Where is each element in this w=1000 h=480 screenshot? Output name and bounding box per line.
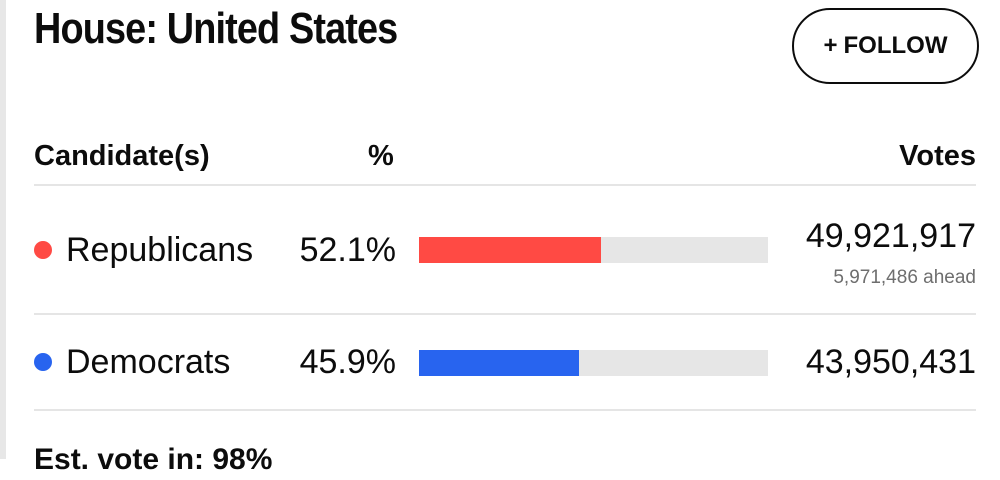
page-title: House: United States [34,4,398,53]
vote-share-bar [419,237,768,263]
vote-share-bar [419,350,768,376]
vote-percent: 45.9% [299,343,396,381]
left-edge-border [0,0,6,459]
row-divider [34,313,976,315]
header-divider [34,184,976,186]
column-header-votes: Votes [899,140,976,172]
party-color-dot [34,241,52,259]
party-name: Republicans [66,231,254,269]
vote-percent: 52.1% [299,231,396,269]
lead-margin: 5,971,486 ahead [833,267,976,288]
party-color-dot [34,353,52,371]
plus-icon: + [823,32,838,59]
party-name: Democrats [66,343,231,381]
column-header-percent: % [368,140,394,172]
vote-count: 49,921,917 [805,217,976,255]
vote-count: 43,950,431 [805,343,976,381]
est-vote-status: Est. vote in: 98% [34,443,273,476]
row-divider [34,409,976,411]
follow-button[interactable]: + FOLLOW [792,8,979,84]
column-header-candidate: Candidate(s) [34,140,210,172]
vote-share-bar-fill [419,350,580,376]
vote-share-bar-fill [419,237,601,263]
follow-button-label: FOLLOW [843,32,948,59]
